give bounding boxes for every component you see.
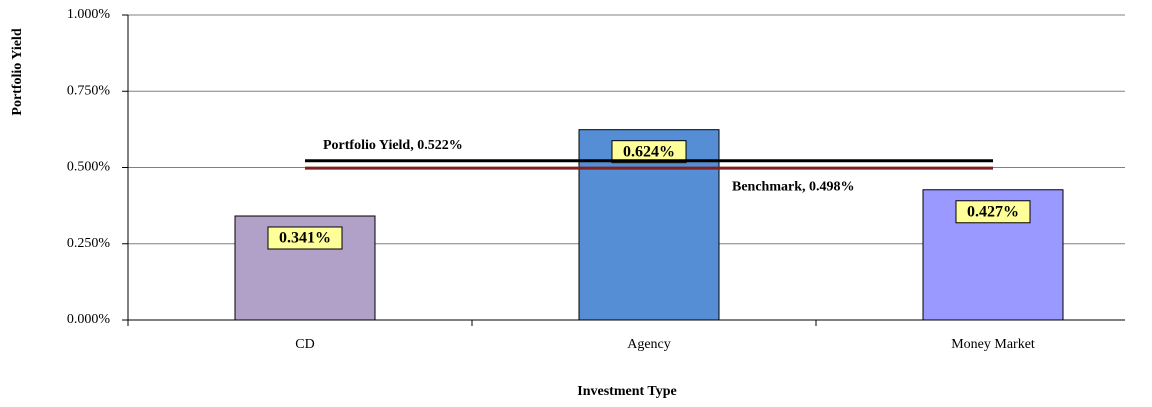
y-tick-label: 0.000% xyxy=(67,312,111,327)
x-tick-label: Money Market xyxy=(951,337,1035,352)
x-tick-label: Agency xyxy=(627,337,671,352)
data-label-box xyxy=(611,140,687,164)
y-axis-title: Portfolio Yield xyxy=(10,28,25,115)
reference-label: Benchmark, 0.498% xyxy=(732,179,855,194)
x-tick-label: CD xyxy=(295,337,314,352)
data-label: 0.624% xyxy=(623,143,675,160)
y-tick-label: 0.750% xyxy=(67,83,111,98)
y-tick-label: 1.000% xyxy=(67,7,111,22)
y-tick-label: 0.250% xyxy=(67,236,111,251)
reference-label: Portfolio Yield, 0.522% xyxy=(323,138,463,153)
data-label-box xyxy=(955,200,1031,224)
data-label: 0.341% xyxy=(279,230,331,247)
data-label-box xyxy=(267,226,343,250)
data-label: 0.427% xyxy=(967,203,1019,220)
y-tick-label: 0.500% xyxy=(67,160,111,175)
x-axis-title: Investment Type xyxy=(577,384,676,399)
